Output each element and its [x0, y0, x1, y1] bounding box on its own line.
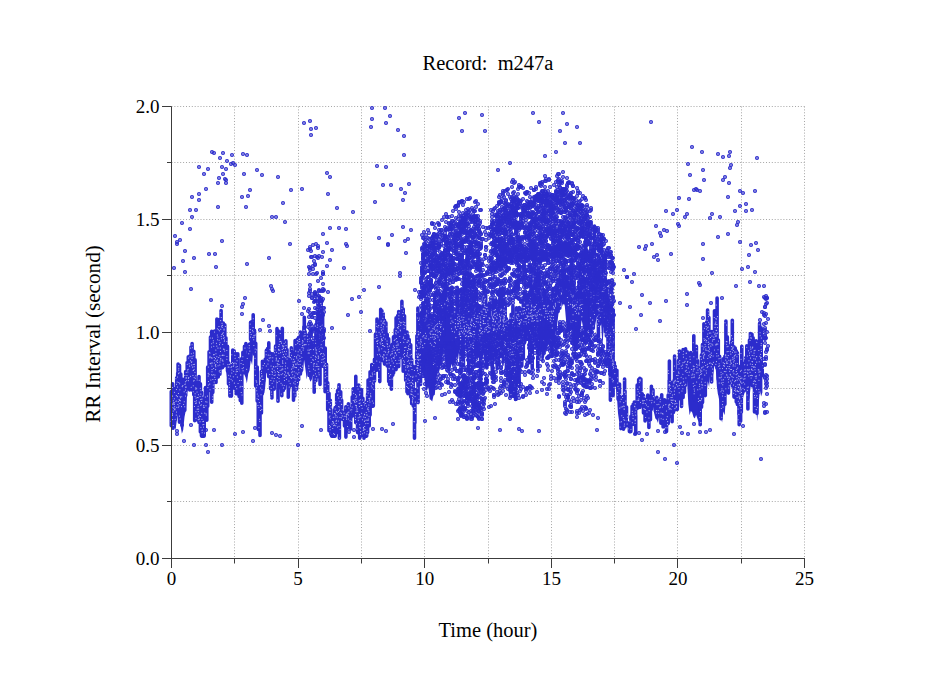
svg-text:0.5: 0.5: [136, 435, 160, 456]
svg-text:0: 0: [167, 568, 177, 589]
svg-text:Record: m247a: Record: m247a: [423, 52, 554, 74]
svg-text:1.0: 1.0: [136, 322, 160, 343]
svg-text:25: 25: [795, 568, 814, 589]
svg-text:10: 10: [415, 568, 434, 589]
svg-text:Time (hour): Time (hour): [439, 619, 538, 642]
svg-text:1.5: 1.5: [136, 209, 160, 230]
svg-text:2.0: 2.0: [136, 96, 160, 117]
svg-text:0.0: 0.0: [136, 548, 160, 569]
svg-text:RR Interval (second): RR Interval (second): [81, 245, 105, 423]
svg-text:5: 5: [293, 568, 303, 589]
svg-text:15: 15: [542, 568, 561, 589]
svg-text:20: 20: [669, 568, 688, 589]
